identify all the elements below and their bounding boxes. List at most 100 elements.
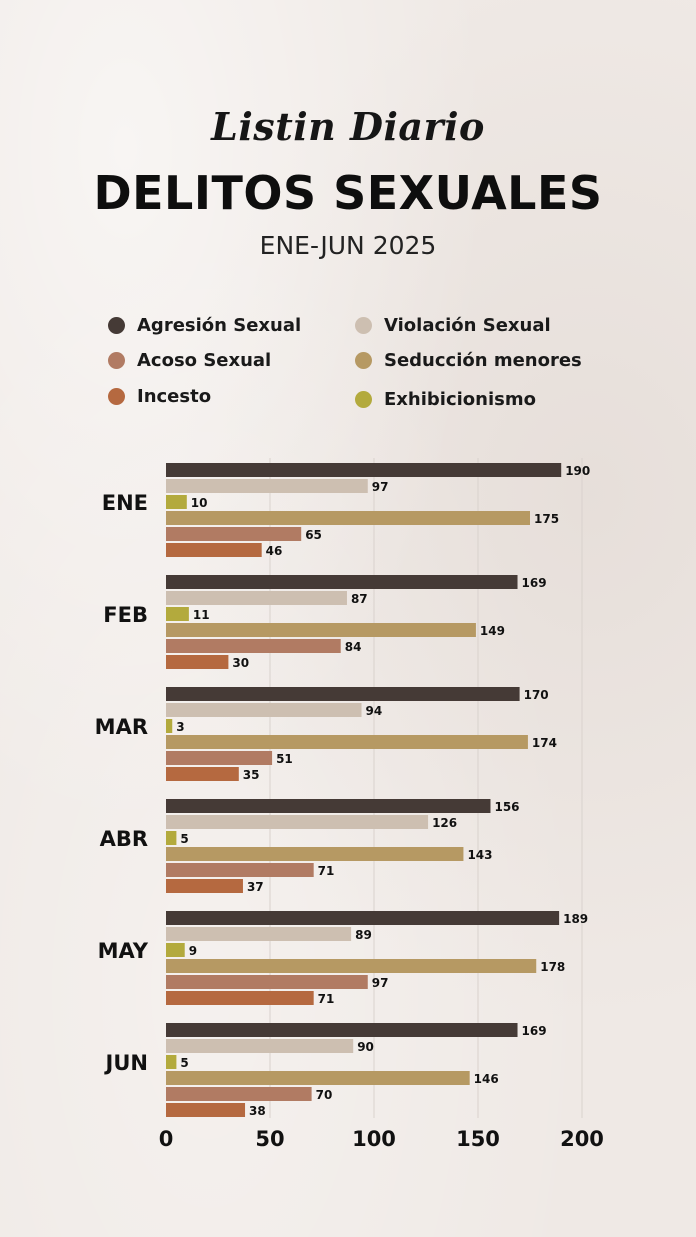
bar-value-label: 3 bbox=[176, 720, 184, 734]
bar-value-label: 97 bbox=[372, 480, 389, 494]
bar-value-label: 189 bbox=[563, 912, 588, 926]
bar bbox=[166, 495, 187, 509]
bar bbox=[166, 687, 520, 701]
legend-item-agresion: Agresión Sexual bbox=[108, 315, 301, 336]
legend-label: Agresión Sexual bbox=[137, 315, 302, 336]
bar bbox=[166, 1103, 246, 1117]
bar-value-label: 11 bbox=[193, 608, 210, 622]
bar-value-label: 170 bbox=[524, 688, 549, 702]
bar bbox=[166, 847, 464, 861]
bar bbox=[166, 623, 476, 637]
legend-label: Seducción menores bbox=[384, 350, 582, 371]
category-label: JUN bbox=[104, 1051, 148, 1075]
bar bbox=[166, 991, 314, 1005]
brand-logo: Listin Diario bbox=[211, 104, 485, 149]
bar-value-label: 35 bbox=[243, 768, 260, 782]
bar-value-label: 89 bbox=[355, 928, 372, 942]
bar bbox=[166, 1071, 470, 1085]
bar-value-label: 174 bbox=[532, 736, 557, 750]
x-tick-label: 50 bbox=[255, 1127, 284, 1151]
bar bbox=[166, 607, 189, 621]
legend-label: Incesto bbox=[137, 386, 212, 407]
chart-title: DELITOS SEXUALES bbox=[93, 166, 603, 220]
bar bbox=[166, 527, 302, 541]
bar-value-label: 169 bbox=[522, 1024, 547, 1038]
category-label: ABR bbox=[100, 827, 148, 851]
legend-swatch bbox=[355, 391, 372, 408]
bar-value-label: 178 bbox=[540, 960, 565, 974]
bar-value-label: 30 bbox=[232, 656, 249, 670]
category-label: MAY bbox=[98, 939, 149, 963]
legend-swatch bbox=[355, 352, 372, 369]
bar bbox=[166, 815, 429, 829]
legend-item-seduccion: Seducción menores bbox=[355, 350, 582, 371]
chart-subtitle: ENE-JUN 2025 bbox=[259, 231, 437, 260]
x-tick-label: 100 bbox=[352, 1127, 396, 1151]
bar-value-label: 71 bbox=[318, 864, 335, 878]
legend-swatch bbox=[108, 388, 125, 405]
bar bbox=[166, 543, 262, 557]
bar-value-label: 87 bbox=[351, 592, 368, 606]
bar-value-label: 46 bbox=[266, 544, 283, 558]
bar bbox=[166, 927, 352, 941]
bar bbox=[166, 1055, 177, 1069]
bar bbox=[166, 943, 185, 957]
bar bbox=[166, 751, 273, 765]
legend-label: Exhibicionismo bbox=[384, 389, 536, 410]
bar bbox=[166, 1039, 354, 1053]
x-tick-label: 200 bbox=[560, 1127, 604, 1151]
bar-value-label: 65 bbox=[305, 528, 322, 542]
bar-value-label: 126 bbox=[432, 816, 457, 830]
bar bbox=[166, 479, 368, 493]
bar bbox=[166, 511, 530, 525]
bar bbox=[166, 735, 528, 749]
legend-swatch bbox=[108, 352, 125, 369]
bar-value-label: 51 bbox=[276, 752, 293, 766]
legend-label: Acoso Sexual bbox=[137, 350, 272, 371]
category-label: FEB bbox=[103, 603, 148, 627]
bar-value-label: 10 bbox=[191, 496, 208, 510]
bar bbox=[166, 1023, 518, 1037]
bar-value-label: 143 bbox=[467, 848, 492, 862]
legend-swatch bbox=[108, 317, 125, 334]
bar-value-label: 94 bbox=[366, 704, 383, 718]
bar bbox=[166, 975, 368, 989]
legend-label: Violación Sexual bbox=[384, 315, 551, 336]
bar-value-label: 169 bbox=[522, 576, 547, 590]
bar-value-label: 149 bbox=[480, 624, 505, 638]
x-tick-label: 0 bbox=[159, 1127, 174, 1151]
category-label: MAR bbox=[95, 715, 148, 739]
bar-value-label: 5 bbox=[180, 832, 188, 846]
bar-value-label: 84 bbox=[345, 640, 362, 654]
bar bbox=[166, 639, 341, 653]
bar-value-label: 9 bbox=[189, 944, 197, 958]
legend-item-exhibicionismo: Exhibicionismo bbox=[355, 389, 536, 410]
bar bbox=[166, 719, 173, 733]
x-tick-label: 150 bbox=[456, 1127, 500, 1151]
bar bbox=[166, 655, 229, 669]
bar bbox=[166, 799, 491, 813]
bar bbox=[166, 767, 239, 781]
bar bbox=[166, 1087, 312, 1101]
bar-value-label: 175 bbox=[534, 512, 559, 526]
bar bbox=[166, 575, 518, 589]
bar-value-label: 37 bbox=[247, 880, 264, 894]
bar-value-label: 5 bbox=[180, 1056, 188, 1070]
bar-value-label: 146 bbox=[474, 1072, 499, 1086]
bar bbox=[166, 831, 177, 845]
legend-swatch bbox=[355, 317, 372, 334]
legend-item-violacion: Violación Sexual bbox=[355, 315, 551, 336]
bar-value-label: 38 bbox=[249, 1104, 266, 1118]
bar-value-label: 70 bbox=[316, 1088, 333, 1102]
bar bbox=[166, 879, 243, 893]
bar-value-label: 156 bbox=[494, 800, 519, 814]
legend-item-acoso: Acoso Sexual bbox=[108, 350, 271, 371]
bar bbox=[166, 591, 347, 605]
bar-value-label: 90 bbox=[357, 1040, 374, 1054]
bar bbox=[166, 463, 562, 477]
bar bbox=[166, 911, 560, 925]
bar bbox=[166, 703, 362, 717]
category-label: ENE bbox=[102, 491, 148, 515]
legend-item-incesto: Incesto bbox=[108, 386, 211, 407]
